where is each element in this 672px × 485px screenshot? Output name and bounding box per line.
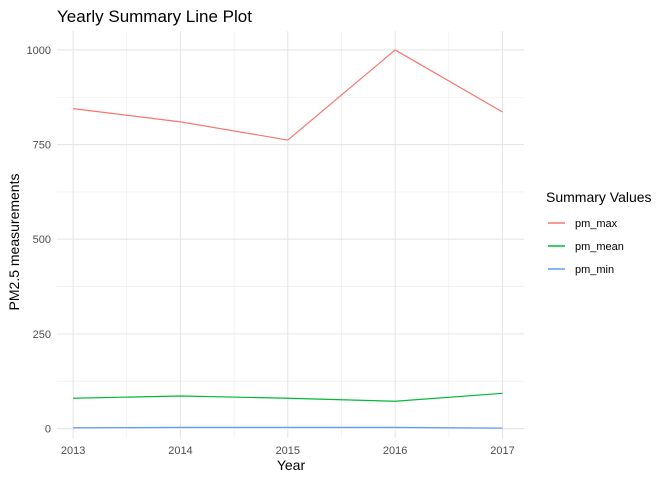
- legend-title: Summary Values: [546, 189, 652, 205]
- grid-major: [57, 31, 524, 438]
- x-tick-label: 2014: [168, 445, 192, 457]
- legend: Summary Values pm_max pm_mean pm_min: [546, 189, 652, 276]
- y-axis-label: PM2.5 measurements: [6, 174, 22, 311]
- x-axis-label: Year: [277, 457, 306, 473]
- series-lines: [73, 49, 503, 429]
- y-tick-label: 1000: [27, 45, 51, 57]
- x-tick-label: 2015: [276, 445, 300, 457]
- x-axis-ticks: 2013 2014 2015 2016 2017: [61, 445, 515, 457]
- y-tick-label: 750: [33, 140, 51, 152]
- grid-minor: [57, 31, 524, 438]
- legend-label-pm-min: pm_min: [575, 264, 614, 276]
- legend-label-pm-max: pm_max: [575, 218, 618, 230]
- x-tick-label: 2016: [383, 445, 407, 457]
- series-line-pm-min: [73, 426, 503, 429]
- x-tick-label: 2017: [490, 445, 514, 457]
- y-tick-label: 500: [33, 234, 51, 246]
- y-tick-label: 250: [33, 329, 51, 341]
- legend-items: pm_max pm_mean pm_min: [548, 218, 624, 276]
- y-tick-label: 0: [45, 424, 51, 436]
- legend-label-pm-mean: pm_mean: [575, 241, 624, 253]
- chart-title: Yearly Summary Line Plot: [57, 7, 252, 26]
- x-tick-label: 2013: [61, 445, 85, 457]
- series-line-pm-max: [73, 49, 503, 141]
- y-axis-ticks: 0 250 500 750 1000: [27, 45, 51, 436]
- series-line-pm-mean: [73, 392, 503, 402]
